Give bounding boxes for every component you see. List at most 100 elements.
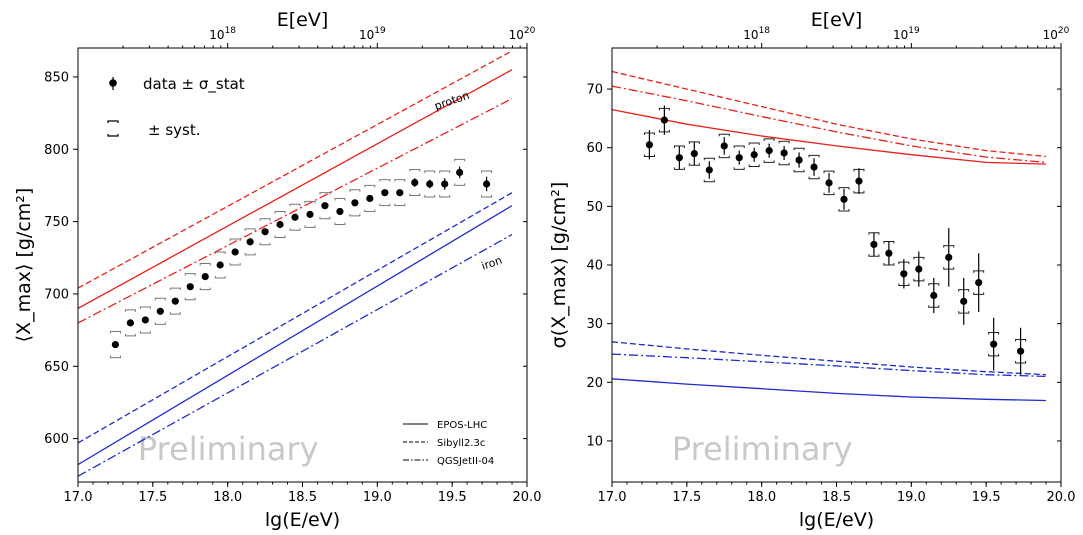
- top-tick-label: 1019: [359, 26, 386, 42]
- y-tick-label: 600: [44, 432, 69, 447]
- syst-bracket-lower: [808, 176, 820, 180]
- data-point: [703, 157, 715, 183]
- data-marker: [885, 249, 893, 257]
- y-tick-label: 30: [586, 317, 603, 332]
- data-point: [424, 170, 436, 198]
- x-tick-label: 17.5: [138, 490, 167, 505]
- data-marker: [675, 154, 683, 162]
- y-tick-label: 850: [44, 70, 69, 85]
- syst-bracket-lower: [334, 222, 346, 225]
- model-line-sibyll2-3c-proton: [612, 70, 1047, 158]
- syst-bracket-lower: [259, 242, 271, 246]
- syst-bracket-upper: [703, 157, 715, 161]
- top-tick-label: 1020: [509, 26, 536, 42]
- syst-bracket-upper: [199, 263, 211, 266]
- x-tick-label: 18.0: [213, 490, 242, 505]
- syst-bracket-upper: [349, 189, 361, 192]
- syst-bracket-upper: [139, 306, 151, 309]
- y-tick-label: 750: [44, 215, 69, 230]
- data-point: [439, 170, 451, 198]
- data-marker: [201, 272, 209, 281]
- data-point: [274, 210, 286, 239]
- model-legend: EPOS-LHC Sibyll2.3c QGSJetII-04: [403, 420, 494, 467]
- data-point: [409, 169, 421, 197]
- syst-bracket-lower: [214, 276, 226, 279]
- data-point: [718, 133, 730, 159]
- syst-bracket-lower: [304, 225, 316, 228]
- model-line-qgsjetii-04-iron: [78, 234, 513, 477]
- data-point: [124, 309, 136, 337]
- syst-bracket-lower: [319, 216, 331, 220]
- sigma-xmax-panel: Preliminary 17.0 17.5 18.0 18.5 19.0 19.5 20.0 1…: [548, 9, 1075, 531]
- data-marker: [645, 141, 654, 149]
- legend-line-label: QGSJetII-04: [437, 456, 494, 467]
- syst-bracket-upper: [763, 138, 775, 141]
- syst-bracket-upper: [778, 140, 790, 144]
- data-marker: [900, 270, 908, 278]
- syst-bracket-lower: [703, 179, 715, 183]
- marker-legend: data ± σ_stat ± syst.: [107, 75, 245, 139]
- syst-bracket-upper: [154, 297, 166, 301]
- model-lines: [78, 50, 513, 477]
- syst-bracket-lower: [199, 287, 211, 291]
- x-tick-label: 17.0: [598, 490, 627, 505]
- data-marker: [351, 199, 359, 207]
- syst-bracket-lower: [109, 355, 121, 359]
- syst-bracket-lower: [454, 183, 466, 186]
- data-point: [643, 130, 655, 160]
- syst-bracket-upper: [109, 331, 121, 334]
- data-marker: [216, 261, 224, 269]
- data-point: [748, 142, 760, 167]
- x-axis-label: lg(E/eV): [799, 509, 874, 531]
- data-point: [988, 317, 1000, 371]
- top-axis-label: E[eV]: [811, 9, 863, 31]
- syst-bracket-upper: [319, 192, 331, 195]
- data-marker: [321, 202, 329, 210]
- data-point: [289, 203, 301, 231]
- model-line-epos-lhc-iron: [78, 205, 513, 466]
- x-axis-label: lg(E/eV): [265, 509, 340, 531]
- data-marker: [126, 319, 134, 327]
- data-marker: [1016, 347, 1025, 355]
- data-point: [763, 138, 775, 163]
- data-point: [139, 306, 151, 334]
- y-axis-label: ⟨X_max⟩ [g/cm²]: [13, 188, 35, 343]
- data-marker: [276, 220, 284, 229]
- legend-syst-upper: [107, 120, 119, 123]
- syst-bracket-upper: [274, 210, 286, 214]
- data-marker: [660, 116, 668, 124]
- syst-bracket-lower: [394, 203, 406, 207]
- x-tick-label: 19.5: [972, 490, 1001, 505]
- model-line-epos-lhc-proton: [612, 108, 1047, 165]
- data-point: [868, 232, 880, 257]
- data-point: [928, 277, 940, 314]
- legend-line-label: Sibyll2.3c: [437, 438, 485, 449]
- data-point: [778, 140, 790, 166]
- data-marker: [945, 253, 953, 261]
- y-tick-label: 50: [586, 200, 603, 215]
- y-tick-label: 650: [44, 360, 69, 375]
- model-line-sibyll2-3c-iron: [78, 192, 513, 444]
- syst-bracket-lower: [169, 312, 181, 315]
- syst-bracket-lower: [733, 167, 745, 170]
- syst-bracket-lower: [274, 235, 286, 239]
- syst-bracket-upper: [733, 145, 745, 148]
- data-point: [733, 145, 745, 170]
- x-tick-label: 19.0: [897, 490, 926, 505]
- data-point: [169, 287, 181, 315]
- x-tick-label: 18.5: [288, 490, 317, 505]
- data-point: [823, 170, 835, 196]
- data-marker: [915, 265, 923, 273]
- data-marker: [426, 180, 434, 188]
- top-tick-label: 1020: [1043, 26, 1070, 42]
- syst-bracket-lower: [424, 195, 436, 198]
- legend-data-label: data ± σ_stat: [143, 75, 245, 94]
- syst-bracket-lower: [244, 252, 256, 256]
- syst-bracket-lower: [409, 193, 421, 197]
- legend-syst-label: ± syst.: [148, 121, 201, 139]
- top-tick-label: 1018: [743, 26, 770, 42]
- data-point: [379, 179, 391, 207]
- syst-bracket-lower: [229, 263, 241, 266]
- legend-syst-lower: [107, 134, 119, 137]
- syst-bracket-lower: [778, 162, 790, 166]
